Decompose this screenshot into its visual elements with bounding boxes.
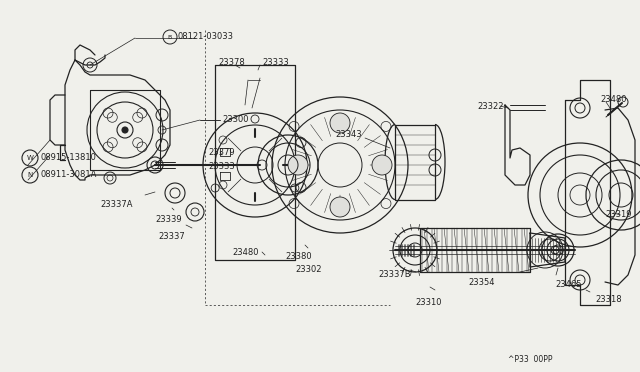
Text: 23333: 23333 xyxy=(208,162,235,171)
Text: B: B xyxy=(168,35,172,39)
Text: 23337: 23337 xyxy=(158,232,185,241)
Text: 23379: 23379 xyxy=(208,148,235,157)
Text: 23319: 23319 xyxy=(605,210,632,219)
Circle shape xyxy=(372,155,392,175)
Text: ^P33  00PP: ^P33 00PP xyxy=(508,355,552,364)
Text: 08915-13810: 08915-13810 xyxy=(40,153,96,162)
Text: 23480: 23480 xyxy=(600,95,627,104)
Text: 23380: 23380 xyxy=(285,252,312,261)
Text: 08911-3081A: 08911-3081A xyxy=(40,170,97,179)
Text: 23343: 23343 xyxy=(335,130,362,139)
Text: 23337B: 23337B xyxy=(378,270,411,279)
Text: W: W xyxy=(27,155,33,161)
Circle shape xyxy=(330,197,350,217)
Text: 23465: 23465 xyxy=(555,280,582,289)
Text: 23333: 23333 xyxy=(262,58,289,67)
Text: N: N xyxy=(28,172,33,178)
Text: 23318: 23318 xyxy=(595,295,621,304)
Text: 23339: 23339 xyxy=(155,215,182,224)
Text: 23337A: 23337A xyxy=(100,200,132,209)
Text: 23378: 23378 xyxy=(218,58,244,67)
Circle shape xyxy=(122,127,128,133)
Circle shape xyxy=(330,113,350,133)
Text: 23302: 23302 xyxy=(295,265,321,274)
Circle shape xyxy=(288,155,308,175)
Text: 23300: 23300 xyxy=(222,115,248,124)
Text: 23322: 23322 xyxy=(477,102,504,111)
Text: 23480: 23480 xyxy=(232,248,259,257)
Text: 23310: 23310 xyxy=(415,298,442,307)
Text: 08121-03033: 08121-03033 xyxy=(178,32,234,41)
Text: 23354: 23354 xyxy=(468,278,495,287)
